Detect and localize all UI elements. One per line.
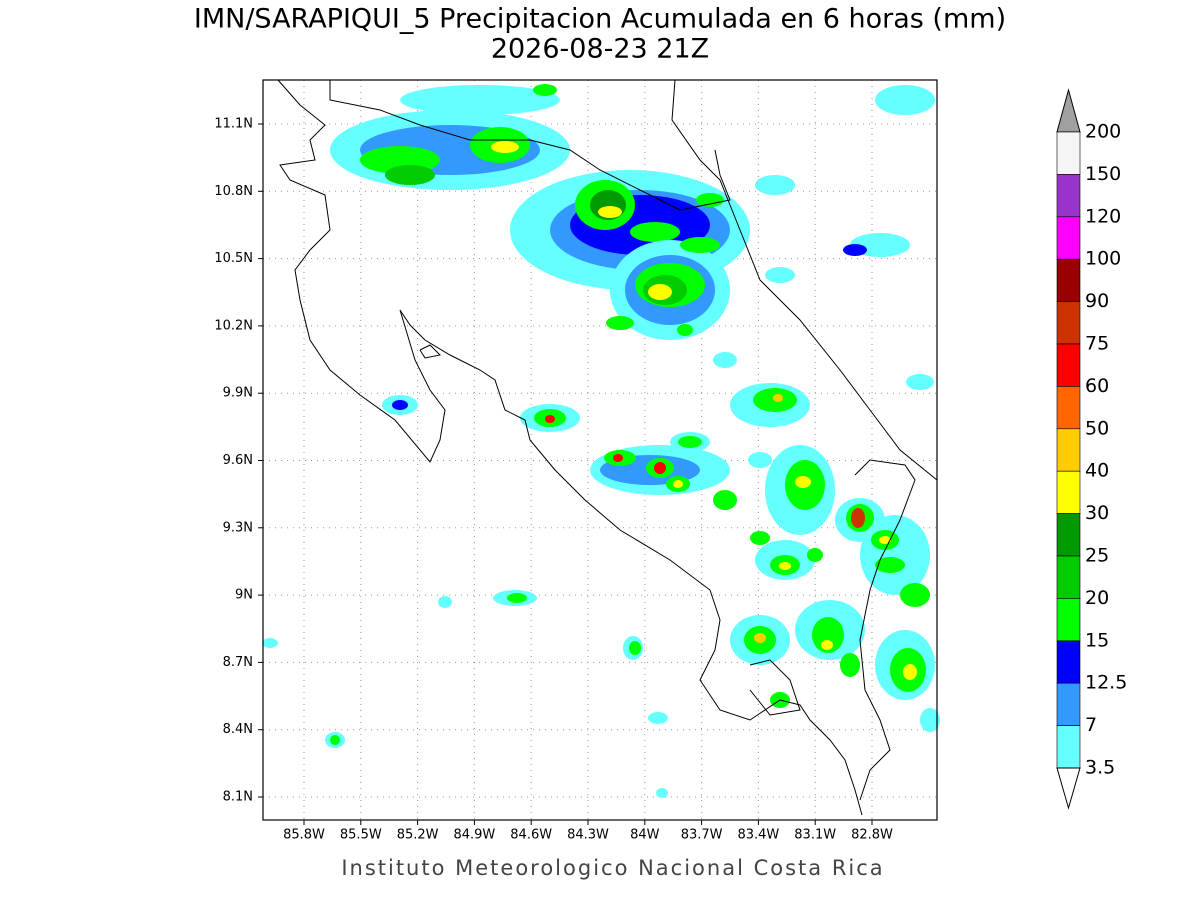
colorbar: 200 150 120 100 90 75 60 50 40 30 25 20 15 12.5 7 3.5 [1056,88,1127,810]
lat-label: 9N [235,588,253,603]
colorbar-label: 150 [1085,163,1121,185]
colorbar-bin [1056,470,1081,514]
coastlines [277,79,938,816]
colorbar-bin [1056,428,1081,472]
lon-label: 84.6W [510,828,552,843]
lon-label: 83.1W [794,828,836,843]
colorbar-bin [1056,216,1081,260]
colorbar-label: 15 [1085,629,1109,651]
colorbar-label: 3.5 [1085,757,1115,779]
colorbar-bin [1056,513,1081,557]
colorbar-bin [1056,301,1081,345]
lat-label: 8.4N [223,722,253,737]
lat-label: 9.9N [223,386,253,401]
colorbar-label: 60 [1085,375,1109,397]
colorbar-under [1056,767,1081,810]
colorbar-bin [1056,598,1081,642]
colorbar-over [1056,88,1081,133]
lat-label: 11.1N [214,117,253,132]
lon-label: 85.2W [397,828,439,843]
colorbar-label: 20 [1085,587,1109,609]
colorbar-label: 100 [1085,248,1121,270]
grid: 11.1N 10.8N 10.5N 10.2N 9.9N 9.6N 9.3N 9N 8.7N 8.… [214,80,937,843]
lon-label: 83.7W [681,828,723,843]
colorbar-bin [1056,258,1081,302]
lon-label: 84.9W [453,828,495,843]
map-frame [262,79,938,821]
colorbar-bin [1056,343,1081,387]
colorbar-bin [1056,640,1081,684]
subtitle: 2026-08-23 21Z [491,34,709,65]
colorbar-label: 120 [1085,205,1121,227]
colorbar-bin [1056,682,1081,726]
colorbar-bin [1056,555,1081,599]
colorbar-label: 12.5 [1085,672,1127,694]
lon-label: 85.5W [340,828,382,843]
colorbar-label: 200 [1085,121,1121,143]
footer: Instituto Meteorologico Nacional Costa R… [341,856,884,880]
colorbar-label: 25 [1085,545,1109,567]
lon-label: 82.8W [851,828,893,843]
title: IMN/SARAPIQUI_5 Precipitacion Acumulada … [194,4,1006,35]
lon-label: 85.8W [283,828,325,843]
colorbar-label: 90 [1085,290,1109,312]
lat-label: 8.7N [223,655,253,670]
colorbar-label: 75 [1085,333,1109,355]
colorbar-label: 50 [1085,417,1109,439]
colorbar-bin [1056,131,1081,175]
colorbar-label: 7 [1085,714,1097,736]
lat-label: 8.1N [223,790,253,805]
lat-label: 10.5N [214,251,253,266]
colorbar-label: 40 [1085,460,1109,482]
colorbar-bin [1056,386,1081,430]
lat-label: 10.2N [214,318,253,333]
colorbar-bin [1056,174,1081,218]
lon-label: 83.4W [737,828,779,843]
lat-label: 9.6N [223,453,253,468]
lat-label: 10.8N [214,184,253,199]
lon-label: 84.3W [567,828,609,843]
colorbar-bin [1056,725,1081,769]
lon-label: 84W [630,828,660,843]
colorbar-label: 30 [1085,502,1109,524]
lat-label: 9.3N [223,520,253,535]
precipitation [262,84,940,798]
